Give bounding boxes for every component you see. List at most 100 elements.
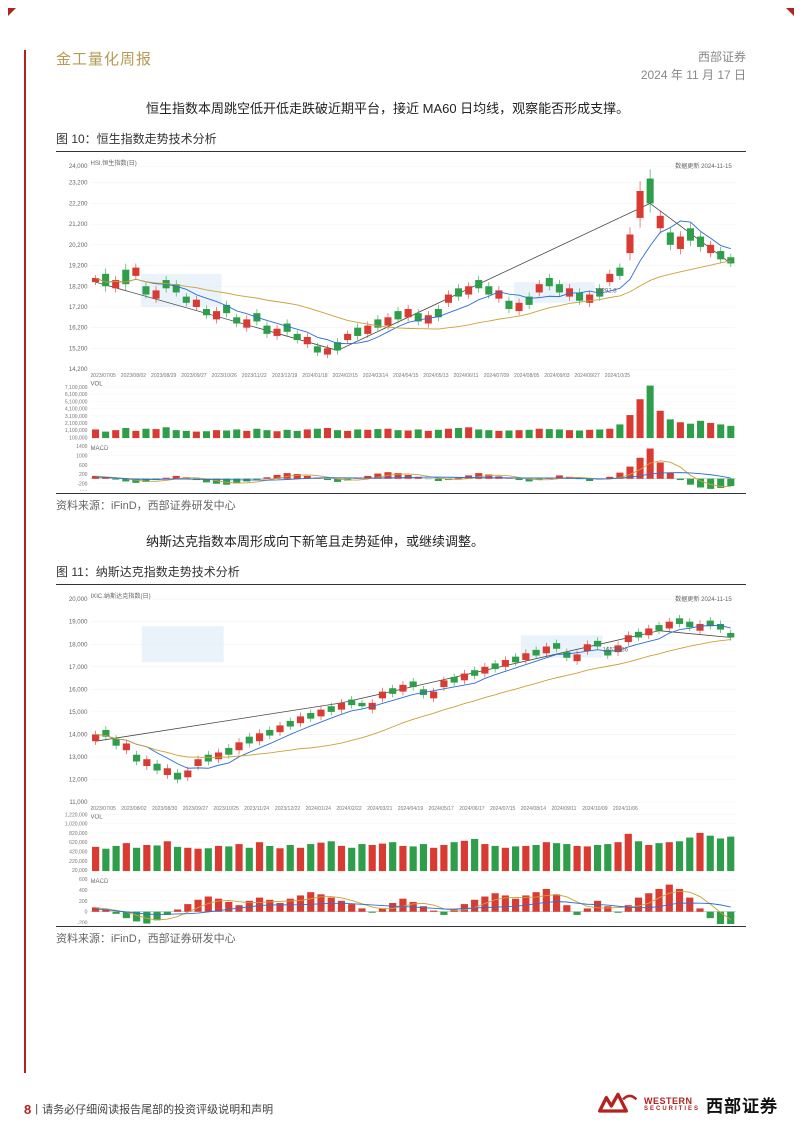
svg-text:2024/05/13: 2024/05/13: [423, 373, 449, 379]
svg-text:14,200: 14,200: [69, 366, 88, 373]
svg-text:2023/07/05: 2023/07/05: [91, 806, 117, 812]
svg-text:2023/08/29: 2023/08/29: [151, 373, 177, 379]
svg-text:数据更新 2024-11-15: 数据更新 2024-11-15: [675, 162, 732, 170]
svg-text:600: 600: [79, 463, 88, 469]
svg-text:24,000: 24,000: [69, 163, 88, 170]
svg-text:2024/10/09: 2024/10/09: [582, 806, 608, 812]
svg-text:0: 0: [85, 910, 88, 916]
company-logo: WESTERN SECURITIES 西部证券: [598, 1091, 778, 1117]
svg-text:2024/04/19: 2024/04/19: [398, 806, 424, 812]
svg-text:100,000: 100,000: [69, 435, 87, 441]
svg-text:16,000: 16,000: [69, 686, 88, 693]
svg-text:200: 200: [79, 899, 88, 905]
svg-text:2024/07/09: 2024/07/09: [484, 373, 510, 379]
svg-text:2023/11/22: 2023/11/22: [242, 373, 267, 379]
figure10-chart: 14,20015,20016,20017,20018,20019,20020,2…: [56, 156, 746, 491]
svg-text:2024/03/21: 2024/03/21: [367, 806, 393, 812]
left-rule: [24, 50, 26, 1073]
svg-text:VOL: VOL: [91, 380, 104, 387]
svg-text:400: 400: [79, 888, 88, 894]
svg-text:2023/10/25: 2023/10/25: [213, 806, 239, 812]
figure11-title: 图 11：纳斯达克指数走势技术分析: [56, 563, 746, 585]
svg-text:6,100,000: 6,100,000: [65, 392, 88, 398]
svg-text:17,000: 17,000: [69, 664, 88, 671]
page-header: 金工量化周报 西部证券 2024 年 11 月 17 日: [56, 48, 746, 84]
page-footer: 8 | 请务必仔细阅读报告尾部的投资评级说明和声明 WESTERN SECURI…: [24, 1091, 778, 1117]
svg-text:19292.8: 19292.8: [595, 288, 618, 295]
svg-text:16,200: 16,200: [69, 325, 88, 332]
svg-text:3,100,000: 3,100,000: [65, 414, 88, 420]
svg-text:20,000: 20,000: [69, 596, 88, 603]
svg-text:2024/09/03: 2024/09/03: [544, 373, 570, 379]
svg-text:17,200: 17,200: [69, 304, 88, 311]
svg-text:2023/10/26: 2023/10/26: [212, 373, 238, 379]
svg-text:1,020,000: 1,020,000: [65, 822, 88, 828]
svg-text:4,100,000: 4,100,000: [65, 407, 88, 413]
svg-text:IXIC.纳斯达克指数(日): IXIC.纳斯达克指数(日): [91, 592, 151, 600]
svg-text:200: 200: [79, 472, 88, 478]
svg-text:-200: -200: [77, 921, 87, 924]
svg-text:15,000: 15,000: [69, 709, 88, 716]
svg-text:2024/11/06: 2024/11/06: [613, 806, 638, 812]
page-number: 8: [24, 1102, 31, 1117]
svg-text:11,000: 11,000: [69, 799, 88, 806]
logo-mark-icon: [598, 1091, 638, 1117]
svg-text:2024/03/14: 2024/03/14: [363, 373, 389, 379]
svg-text:18,200: 18,200: [69, 283, 88, 290]
svg-text:1000: 1000: [76, 454, 87, 460]
svg-text:2024/09/27: 2024/09/27: [575, 373, 601, 379]
svg-text:19,200: 19,200: [69, 263, 88, 270]
svg-text:13,000: 13,000: [69, 754, 88, 761]
svg-text:23,200: 23,200: [69, 180, 88, 187]
footer-disclaimer: 8 | 请务必仔细阅读报告尾部的投资评级说明和声明: [24, 1101, 273, 1117]
svg-text:2024/08/14: 2024/08/14: [521, 806, 547, 812]
figure11-chart: 11,000 12,000 13,000 14,000 15,000 16,000 17,0…: [56, 589, 746, 924]
svg-text:1400: 1400: [76, 444, 87, 450]
svg-text:2023/08/02: 2023/08/02: [121, 806, 147, 812]
svg-text:2024/06/11: 2024/06/11: [454, 373, 479, 379]
paragraph-1: 恒生指数本周跳空低开低走跌破近期平台，接近 MA60 日均线，观察能否形成支撑。: [120, 98, 746, 120]
svg-text:19,000: 19,000: [69, 619, 88, 626]
figure10-source: 资料来源：iFinD，西部证券研发中心: [56, 493, 746, 513]
svg-text:18,000: 18,000: [69, 641, 88, 648]
svg-text:5,100,000: 5,100,000: [65, 400, 88, 406]
report-type: 金工量化周报: [56, 48, 152, 69]
svg-text:620,000: 620,000: [69, 840, 87, 846]
svg-text:12,000: 12,000: [69, 777, 88, 784]
svg-text:220,000: 220,000: [69, 859, 87, 865]
svg-text:2023/09/27: 2023/09/27: [181, 373, 207, 379]
svg-text:2024/05/17: 2024/05/17: [429, 806, 455, 812]
corner-tl-icon: [8, 8, 16, 16]
svg-text:22,200: 22,200: [69, 201, 88, 208]
svg-text:820,000: 820,000: [69, 831, 87, 837]
logo-en: WESTERN: [644, 1096, 693, 1106]
svg-text:7,100,000: 7,100,000: [65, 385, 88, 391]
svg-text:2,100,000: 2,100,000: [65, 421, 88, 427]
svg-text:16538.86: 16538.86: [603, 646, 629, 653]
svg-text:20,200: 20,200: [69, 242, 88, 249]
svg-text:HSI.恒生指数(日): HSI.恒生指数(日): [91, 159, 137, 167]
svg-text:2024/08/05: 2024/08/05: [514, 373, 540, 379]
svg-text:600: 600: [79, 877, 88, 883]
svg-text:2024/09/11: 2024/09/11: [551, 806, 576, 812]
svg-text:2024/01/24: 2024/01/24: [306, 806, 332, 812]
svg-text:20,000: 20,000: [72, 868, 88, 874]
svg-text:2023/11/24: 2023/11/24: [244, 806, 269, 812]
svg-text:2024/06/17: 2024/06/17: [459, 806, 485, 812]
content-area: 恒生指数本周跳空低开低走跌破近期平台，接近 MA60 日均线，观察能否形成支撑。…: [56, 92, 746, 1063]
svg-text:2023/12/19: 2023/12/19: [272, 373, 298, 379]
svg-text:2024/02/22: 2024/02/22: [336, 806, 362, 812]
svg-text:2024/01/18: 2024/01/18: [302, 373, 328, 379]
svg-text:2023/12/22: 2023/12/22: [275, 806, 301, 812]
disclaimer-text: 请务必仔细阅读报告尾部的投资评级说明和声明: [42, 1101, 273, 1117]
figure11-source: 资料来源：iFinD，西部证券研发中心: [56, 926, 746, 946]
svg-text:2024/02/15: 2024/02/15: [333, 373, 359, 379]
svg-text:21,200: 21,200: [69, 221, 88, 228]
svg-text:-200: -200: [77, 481, 87, 487]
svg-text:数据更新 2024-11-15: 数据更新 2024-11-15: [675, 595, 732, 603]
svg-text:1,100,000: 1,100,000: [65, 428, 88, 434]
svg-text:2024/07/15: 2024/07/15: [490, 806, 516, 812]
corner-tr-icon: [786, 8, 794, 16]
svg-text:1,220,000: 1,220,000: [65, 812, 88, 818]
svg-text:14,000: 14,000: [69, 731, 88, 738]
